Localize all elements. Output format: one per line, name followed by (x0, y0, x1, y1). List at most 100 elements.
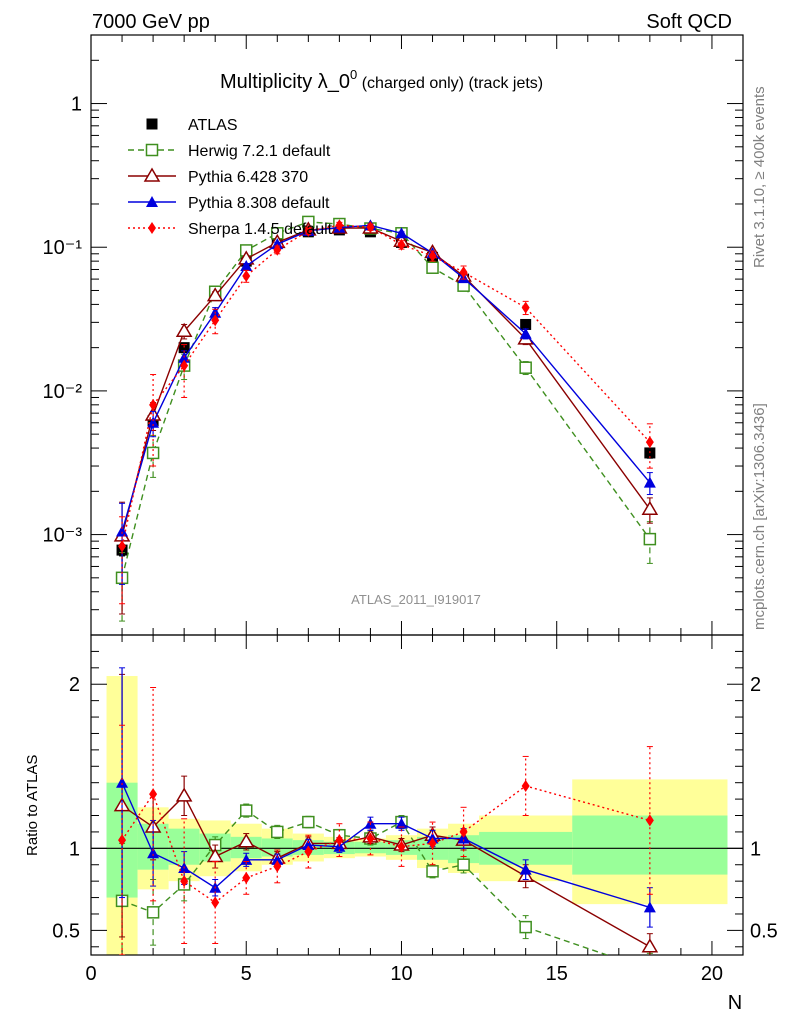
data-marker (237, 833, 255, 848)
data-marker (335, 834, 344, 847)
data-marker (147, 416, 160, 428)
x-tick-label: 0 (85, 963, 96, 985)
y-tick-label: 10⁻² (43, 381, 83, 403)
header-left-label: 7000 GeV pp (92, 11, 210, 33)
data-marker (143, 167, 161, 182)
legend-label: ATLAS (188, 117, 238, 134)
data-marker (457, 832, 470, 844)
data-marker (149, 788, 158, 801)
data-marker (304, 845, 313, 858)
data-marker (116, 525, 129, 537)
ratio-line (121, 794, 651, 948)
data-marker (116, 776, 129, 788)
legend-label: Sherpa 1.4.5 default (188, 221, 333, 238)
data-marker (397, 238, 406, 251)
data-marker (521, 301, 530, 314)
data-marker (645, 814, 654, 827)
data-marker (271, 853, 284, 865)
series-line (121, 227, 651, 537)
data-marker (175, 322, 193, 338)
data-marker (146, 906, 160, 919)
data-marker (146, 446, 160, 460)
data-marker (366, 221, 375, 234)
data-marker (643, 476, 656, 488)
uncertainty-bands (106, 676, 728, 955)
data-marker (206, 287, 224, 302)
data-marker (335, 219, 344, 232)
data-marker (395, 227, 408, 239)
data-marker (145, 143, 159, 157)
title-tail: (charged only) (track jets) (357, 75, 543, 92)
rivet-version-label: Rivet 3.1.10, ≥ 400k events (751, 86, 768, 268)
chart-title: Multiplicity λ_00 (charged only) (track … (220, 67, 543, 93)
data-marker (242, 270, 251, 283)
data-marker (211, 314, 220, 327)
data-marker (304, 224, 313, 237)
data-marker (175, 787, 193, 802)
ratio-series (113, 667, 659, 975)
data-marker (240, 853, 253, 865)
ratio-tick-label-right: 1 (750, 838, 761, 860)
data-marker (641, 938, 659, 953)
x-tick-label: 10 (390, 963, 412, 985)
data-marker (146, 196, 158, 207)
x-tick-label: 20 (701, 963, 723, 985)
legend: ATLAS Herwig 7.2.1 default Pythia 6.428 37… (128, 117, 333, 238)
y-axis-ratio-label: Ratio to ATLAS (24, 755, 41, 856)
ratio-tick-label-right: 0.5 (750, 920, 778, 942)
data-marker (178, 342, 190, 354)
data-marker (302, 839, 315, 851)
ratio-panel-frame (90, 634, 744, 956)
data-marker (521, 779, 530, 792)
legend-label: Pythia 6.428 370 (188, 169, 308, 186)
data-marker (146, 118, 158, 130)
data-marker (147, 847, 160, 859)
x-tick-label: 5 (241, 963, 252, 985)
data-marker (457, 858, 470, 871)
data-marker (426, 865, 439, 878)
data-marker (242, 871, 251, 884)
ratio-tick-label-left: 1 (69, 838, 80, 860)
data-marker (645, 436, 654, 449)
data-marker (641, 500, 659, 516)
ratio-line (121, 809, 610, 955)
data-marker (644, 964, 655, 975)
band-inner-bin (261, 838, 293, 857)
data-marker (519, 361, 532, 374)
data-marker (118, 540, 127, 553)
y-tick-label: 1 (71, 94, 82, 116)
data-marker (271, 825, 284, 839)
data-marker (211, 896, 220, 909)
y-tick-label: 10⁻³ (43, 525, 83, 547)
data-marker (240, 260, 253, 272)
data-marker (180, 359, 189, 372)
ratio-tick-label-left: 0.5 (52, 920, 80, 942)
data-marker (148, 222, 156, 234)
data-marker (459, 266, 468, 279)
title-superscript: 0 (350, 67, 357, 82)
data-marker (519, 863, 532, 875)
y-tick-label: 10⁻¹ (43, 237, 83, 259)
data-marker (273, 243, 282, 256)
main-series (113, 215, 659, 622)
data-marker (302, 815, 315, 829)
data-marker (426, 261, 439, 274)
header-right-label: Soft QCD (646, 11, 732, 33)
data-marker (459, 825, 468, 838)
mcplots-source-label: mcplots.cern.ch [arXiv:1306.3436] (751, 403, 768, 630)
legend-label: Herwig 7.2.1 default (188, 143, 331, 160)
data-marker (395, 817, 408, 829)
data-marker (239, 804, 253, 817)
data-marker (519, 327, 532, 339)
data-marker (428, 837, 437, 850)
data-marker (180, 875, 189, 888)
data-marker (149, 398, 158, 411)
data-marker (643, 901, 656, 913)
data-marker (366, 832, 375, 845)
band-inner-bin (354, 841, 386, 854)
data-marker (118, 834, 127, 847)
data-marker (273, 860, 282, 873)
data-marker (428, 249, 437, 262)
data-marker (397, 840, 406, 853)
